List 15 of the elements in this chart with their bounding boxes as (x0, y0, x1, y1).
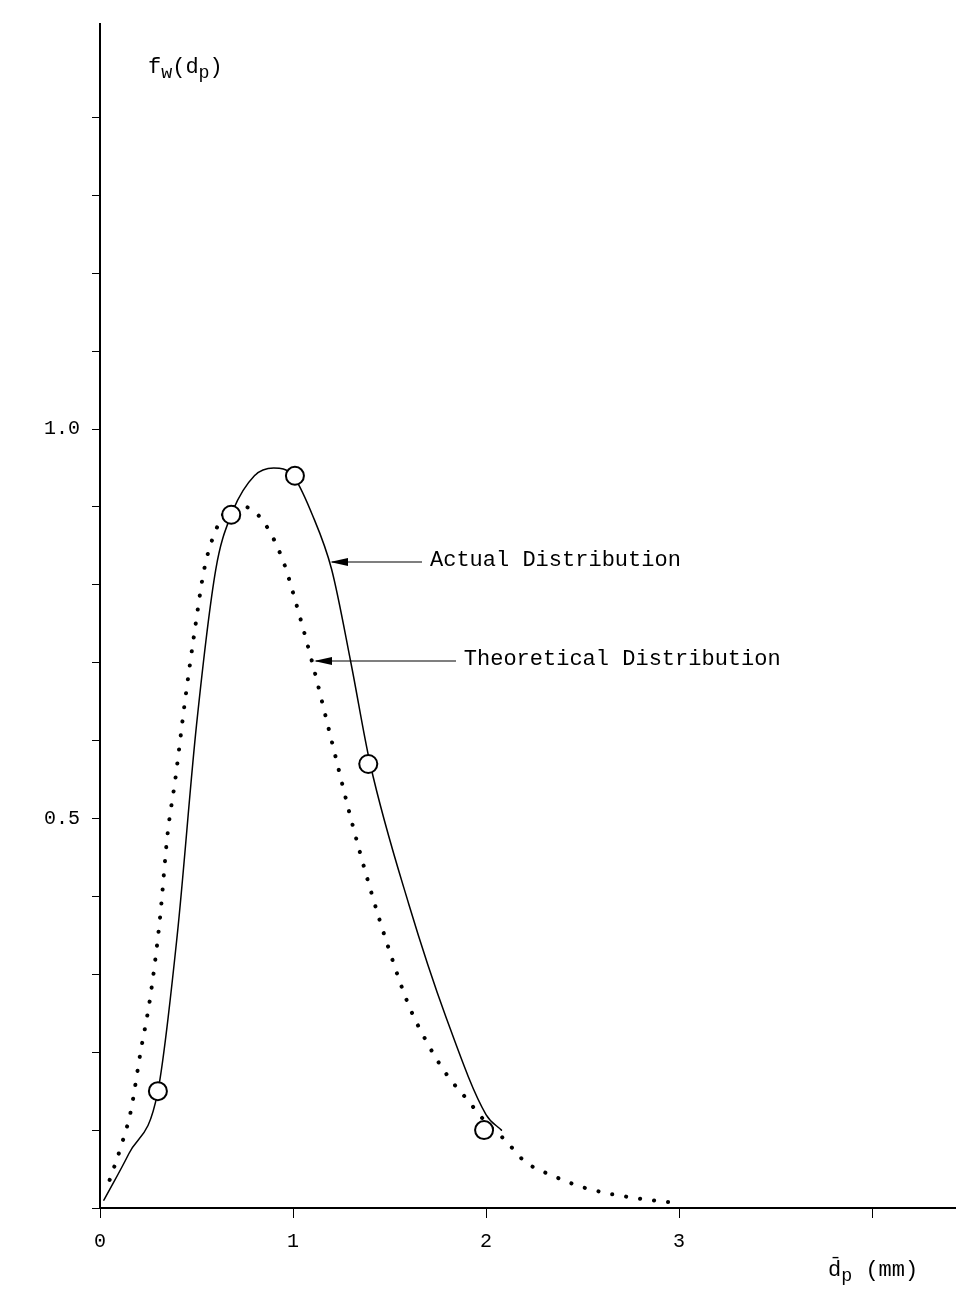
annotation: Actual Distribution (430, 548, 681, 573)
y-tick-label: 1.0 (43, 417, 80, 441)
x-tick-label: 0 (93, 1230, 107, 1254)
y-axis-title: f$_{w}$(d$_{p}$) (148, 55, 223, 85)
x-axis-title: d̄$_{p}$ (mm) (828, 1258, 919, 1288)
x-tick-label: 3 (673, 1230, 686, 1254)
point (147, 1081, 168, 1102)
y-tick-label: 0.5 (43, 806, 80, 830)
point (221, 504, 242, 525)
x-tick-label: 2 (480, 1230, 493, 1254)
point (358, 754, 379, 774)
point (474, 1120, 495, 1141)
annotation: Theoretical Distribution (463, 646, 781, 672)
x-tick-label: 1 (286, 1230, 300, 1254)
point (284, 465, 305, 486)
